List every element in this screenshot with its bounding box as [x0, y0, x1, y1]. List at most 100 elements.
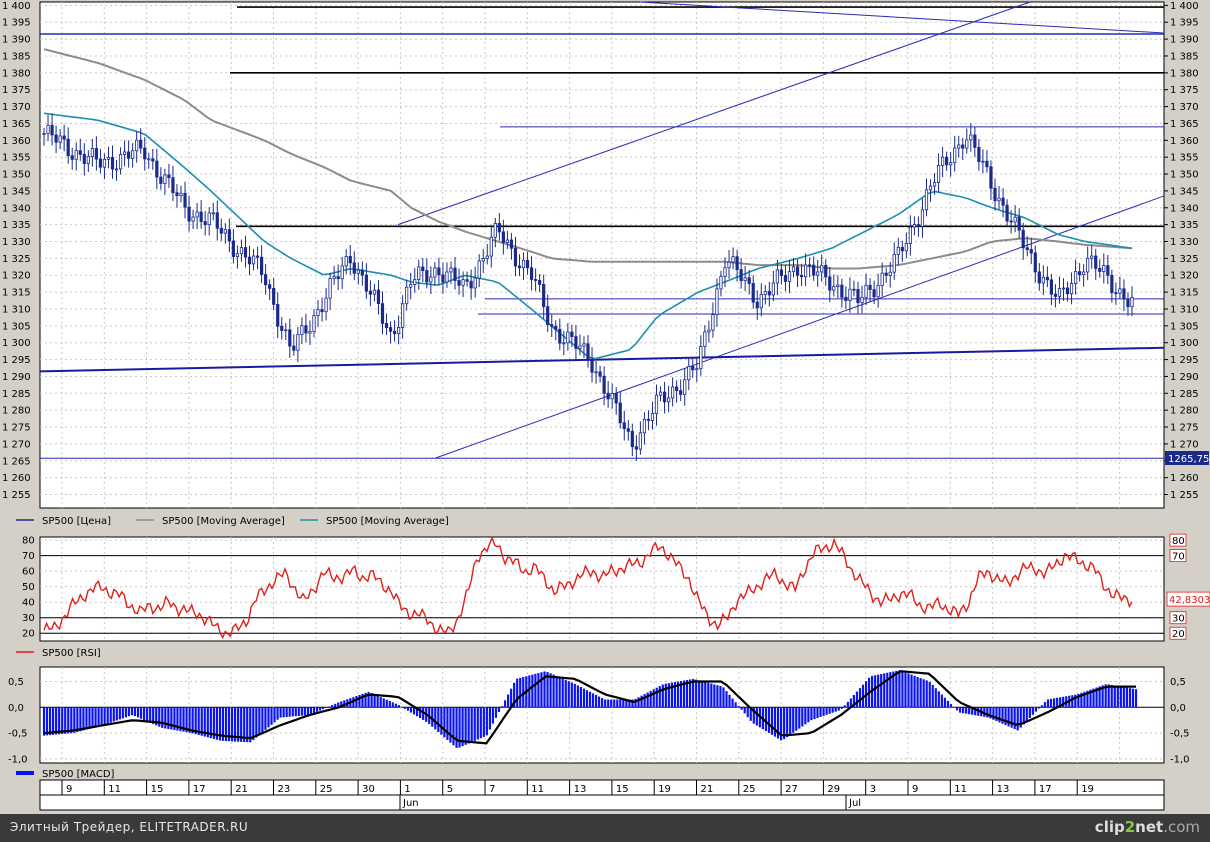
price-candle-body: [626, 428, 630, 432]
price-candle-body: [1021, 229, 1025, 249]
price-candle-body: [1094, 255, 1098, 269]
price-candle-body: [417, 266, 421, 280]
price-candle-body: [566, 331, 570, 344]
price-candle-body: [699, 346, 703, 370]
macd-tick-left: -0,5: [8, 729, 28, 740]
rsi-axis: 80 70 60 50 40 30 20: [22, 536, 35, 640]
price-candle-body: [272, 288, 276, 305]
price-candle-body: [280, 325, 284, 331]
price-candle-body: [638, 432, 642, 450]
price-tick-right: 1 300: [1170, 338, 1199, 349]
price-candle-body: [255, 255, 260, 258]
time-tick-label: 17: [1039, 784, 1052, 795]
price-candle-body: [191, 216, 195, 222]
price-candle-body: [646, 418, 651, 421]
price-tick-left: 1 315: [2, 288, 31, 299]
price-candle-body: [42, 133, 46, 135]
price-candle-body: [1078, 271, 1082, 276]
price-candle-body: [340, 265, 344, 280]
price-candle-body: [1098, 268, 1102, 272]
price-candle-body: [288, 329, 292, 347]
price-axis: 1 400 1 400 1 395 1 395 1 390 1 390 1 385 1 385…: [2, 1, 1199, 501]
macd-tick-right: 0,0: [1170, 703, 1186, 714]
price-candle-body: [86, 156, 90, 164]
rsi-tick-left: 80: [22, 536, 35, 547]
price-candle-body: [449, 267, 453, 273]
price-candle-body: [175, 192, 179, 197]
price-candle-body: [372, 289, 377, 295]
price-candle-body: [1073, 271, 1078, 284]
price-candle-body: [711, 314, 715, 331]
price-candle-body: [1053, 293, 1058, 297]
price-candle-body: [78, 150, 82, 155]
price-candle-body: [247, 256, 252, 265]
time-tick-label: 30: [362, 784, 375, 795]
price-candle-body: [820, 264, 824, 273]
time-tick-label: 19: [658, 784, 671, 795]
price-candle-body: [924, 189, 929, 211]
rsi-right-box: [1169, 626, 1187, 640]
price-tick-right: 1 260: [1170, 473, 1199, 484]
price-tick-right: 1 345: [1170, 186, 1199, 197]
rsi-legend: SP500 [RSI]: [16, 648, 101, 659]
price-tick-right: 1 395: [1170, 18, 1199, 29]
price-candle-body: [457, 280, 461, 286]
price-candle-body: [1033, 252, 1037, 273]
price-candle-body: [719, 275, 723, 290]
price-candle-body: [489, 236, 493, 257]
price-candle-body: [695, 368, 699, 371]
price-grid: [40, 2, 1164, 508]
price-tick-right: 1 340: [1170, 203, 1199, 214]
price-candle-body: [159, 176, 163, 184]
price-candle-body: [251, 255, 256, 265]
rsi-right-box: [1169, 533, 1187, 547]
price-candle-body: [872, 289, 876, 298]
price-candle-body: [352, 262, 356, 274]
price-candle-body: [445, 271, 449, 283]
price-candle-body: [513, 247, 518, 267]
price-tick-right: 1 385: [1170, 51, 1199, 62]
price-candle-body: [679, 390, 683, 395]
price-candle-body: [586, 343, 590, 360]
price-candle-body: [1029, 249, 1033, 254]
price-candle-body: [973, 134, 977, 148]
price-candle-body: [1126, 298, 1130, 308]
price-candle-body: [211, 212, 215, 215]
legend-macd-label: SP500 [MACD]: [42, 769, 115, 780]
current-price-box: [1165, 451, 1209, 465]
price-candle-body: [932, 182, 937, 187]
price-candle-body: [187, 206, 191, 222]
price-candle-body: [610, 392, 614, 400]
price-candle-body: [179, 192, 183, 197]
price-candle-body: [707, 329, 711, 333]
time-tick-label: 15: [151, 784, 164, 795]
price-candle-body: [118, 154, 123, 170]
legend-price-label: SP500 [Цена]: [42, 516, 111, 527]
ma-long-line: [43, 48, 1133, 270]
price-candle-body: [235, 253, 240, 257]
price-candle-body: [546, 306, 550, 326]
footer-brand-logo[interactable]: clip2net.com: [1095, 818, 1200, 836]
price-candle-body: [110, 157, 115, 170]
price-candle-body: [662, 391, 667, 403]
price-candle-body: [868, 284, 872, 290]
price-candle-body: [1005, 204, 1009, 222]
price-candle-body: [1013, 216, 1017, 223]
price-candle-body: [1049, 279, 1054, 295]
price-candle-body: [687, 366, 691, 381]
price-candle-body: [743, 277, 747, 282]
rsi-right-labels: 80 70 30 20 42,83030: [1166, 533, 1210, 640]
price-candle-body: [961, 144, 965, 149]
price-candle-body: [594, 371, 598, 374]
price-candle-body: [461, 279, 465, 286]
price-candle-body: [308, 331, 312, 334]
price-candle-body: [477, 260, 481, 279]
price-candle-body: [328, 278, 332, 299]
price-candle-body: [783, 275, 788, 282]
price-trendlines: [39, 1, 1165, 459]
macd-tick-right: -0,5: [1170, 729, 1190, 740]
price-candle-body: [574, 336, 578, 349]
price-candle-body: [219, 227, 223, 234]
time-tick-label: 25: [743, 784, 756, 795]
